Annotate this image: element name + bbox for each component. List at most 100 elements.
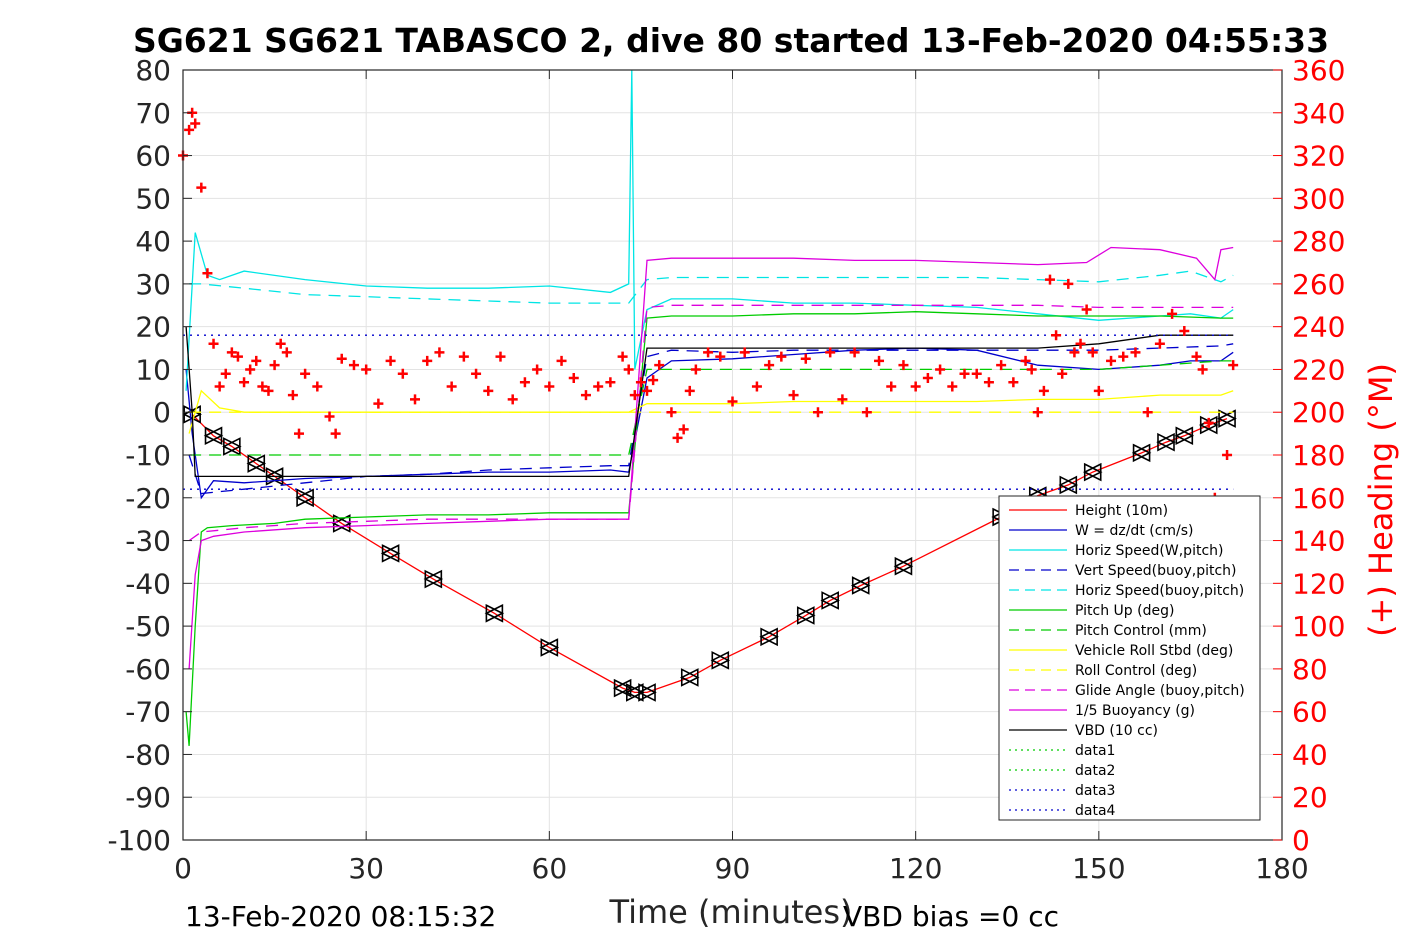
y2-tick-label: 80 <box>1292 653 1328 686</box>
y2-tick-label: 180 <box>1292 439 1345 472</box>
height-marker-alt <box>1131 443 1151 463</box>
height-marker-alt <box>1174 426 1194 446</box>
heading-marker <box>208 338 219 349</box>
heading-marker <box>605 377 616 388</box>
heading-marker <box>593 381 604 392</box>
height-marker-alt <box>759 627 778 647</box>
legend-label-8: Roll Control (deg) <box>1075 663 1197 679</box>
heading-marker <box>287 390 298 401</box>
height-marker-alt <box>625 683 644 702</box>
series-line-4 <box>189 270 1234 304</box>
heading-marker <box>837 394 848 405</box>
height-marker-alt <box>637 683 656 702</box>
heading-marker <box>251 355 262 366</box>
heading-marker <box>764 360 775 371</box>
heading-marker <box>214 381 225 392</box>
height-marker-alt <box>612 678 632 698</box>
heading-marker <box>556 355 567 366</box>
heading-marker <box>361 364 372 375</box>
heading-marker <box>1118 351 1129 362</box>
series-line-2 <box>185 69 1234 391</box>
height-marker-alt <box>820 591 839 610</box>
heading-marker <box>324 411 335 422</box>
legend-label-3: Vert Speed(buoy,pitch) <box>1075 563 1237 579</box>
height-marker-alt <box>484 603 504 623</box>
legend-label-15: data4 <box>1075 803 1116 819</box>
heading-marker <box>635 377 646 388</box>
series-line-1 <box>185 347 1234 500</box>
heading-marker <box>825 347 836 358</box>
heading-marker <box>495 351 506 362</box>
heading-marker <box>1130 347 1141 358</box>
heading-marker <box>1179 325 1190 336</box>
y2-tick-label: 280 <box>1292 225 1345 258</box>
heading-marker <box>471 368 482 379</box>
y-tick-label: 80 <box>135 54 171 87</box>
y-tick-label: -60 <box>125 653 171 686</box>
y2-axis-label: (+) Heading (°M) <box>1362 363 1400 637</box>
y-tick-label: 40 <box>135 225 171 258</box>
legend-label-2: Horiz Speed(W,pitch) <box>1075 543 1223 559</box>
heading-marker <box>629 390 640 401</box>
y2-tick-label: 260 <box>1292 268 1345 301</box>
heading-marker <box>269 360 280 371</box>
heading-marker <box>1044 274 1055 285</box>
y2-tick-label: 160 <box>1292 482 1345 515</box>
height-marker-alt <box>795 606 815 625</box>
heading-marker <box>1154 338 1165 349</box>
heading-marker <box>874 355 885 366</box>
y-tick-label: 60 <box>135 140 171 173</box>
y-axis-ticks: 80 70 60 50 40 30 20 10 0 -10 -20 -30 -40 -50 -60 -70 -8… <box>107 54 192 857</box>
x-tick-label: 90 <box>715 852 751 885</box>
y2-tick-label: 60 <box>1292 696 1328 729</box>
height-marker-alt <box>850 576 870 595</box>
heading-marker <box>947 381 958 392</box>
legend-label-13: data2 <box>1075 763 1115 779</box>
height-marker-alt <box>295 488 314 508</box>
heading-marker <box>910 381 921 392</box>
x-tick-label: 180 <box>1255 852 1308 885</box>
height-marker-alt <box>380 544 400 563</box>
y-tick-label: 10 <box>135 353 171 386</box>
heading-marker <box>330 428 341 439</box>
y-tick-label: -30 <box>125 525 171 558</box>
heading-marker <box>1008 377 1019 388</box>
y2-tick-label: 40 <box>1292 738 1328 771</box>
heading-marker <box>648 375 659 386</box>
heading-marker <box>397 368 408 379</box>
heading-marker <box>971 368 982 379</box>
heading-marker <box>1020 355 1031 366</box>
heading-marker <box>446 381 457 392</box>
heading-marker <box>294 428 305 439</box>
series-line-6 <box>189 360 1234 456</box>
height-marker-alt <box>893 556 913 576</box>
heading-marker <box>281 347 292 358</box>
legend-label-4: Horiz Speed(buoy,pitch) <box>1075 583 1244 599</box>
y-tick-label: 0 <box>153 396 171 429</box>
heading-marker <box>1191 351 1202 362</box>
legend: Height (10m) W = dz/dt (cm/s) Horiz Speed(… <box>998 495 1261 821</box>
heading-marker <box>544 381 555 392</box>
heading-marker <box>1051 330 1062 341</box>
heading-layer <box>178 107 1239 525</box>
y-tick-label: -40 <box>125 567 171 600</box>
heading-marker <box>1081 304 1092 315</box>
height-marker-alt <box>1156 432 1175 452</box>
legend-label-14: data3 <box>1075 783 1115 799</box>
heading-marker <box>568 373 579 383</box>
y2-tick-label: 20 <box>1292 781 1328 814</box>
heading-marker <box>184 124 195 135</box>
heading-marker <box>385 355 396 366</box>
heading-marker <box>1069 347 1080 358</box>
heading-marker <box>751 381 762 392</box>
y2-tick-label: 240 <box>1292 311 1345 344</box>
x-tick-label: 60 <box>532 852 568 885</box>
y-tick-label: -50 <box>125 610 171 643</box>
heading-marker <box>898 360 909 371</box>
legend-label-0: Height (10m) <box>1075 503 1168 519</box>
heading-marker <box>739 347 750 358</box>
heading-marker <box>666 407 677 418</box>
heading-marker <box>348 360 359 371</box>
heading-marker <box>727 396 738 407</box>
